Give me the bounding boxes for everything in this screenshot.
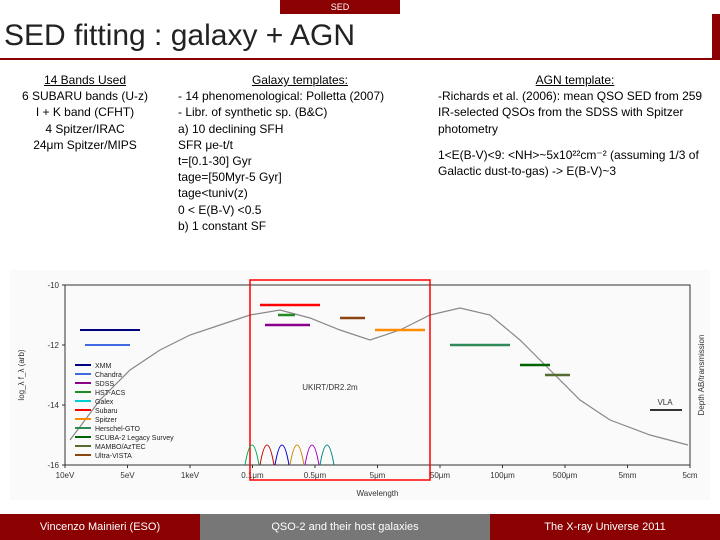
svg-text:100μm: 100μm [490,471,515,480]
footer-title: QSO-2 and their host galaxies [200,514,490,540]
agn-block2: 1<E(B-V)<9: <NH>~5x10²²cm⁻² (assuming 1/… [438,147,712,179]
galaxy-line: tage<tuniv(z) [178,185,422,201]
svg-text:-16: -16 [47,461,59,470]
svg-text:SDSS: SDSS [95,381,114,388]
svg-text:500μm: 500μm [553,471,578,480]
galaxy-line: SFR μe-t/t [178,137,422,153]
page-title: SED fitting : galaxy + AGN [4,19,355,53]
sed-chart: -10 -12 -14 -1610eV 5eV 1keV 0.1μm 0.5μm 5μm 50μm… [10,270,710,500]
svg-text:Galex: Galex [95,399,114,406]
footer: Vincenzo Mainieri (ESO) QSO-2 and their … [0,514,720,540]
svg-text:MAMBO/AzTEC: MAMBO/AzTEC [95,444,146,451]
svg-text:Spitzer: Spitzer [95,417,117,424]
galaxy-line: t=[0.1-30] Gyr [178,153,422,169]
svg-text:5mm: 5mm [619,471,637,480]
svg-text:-10: -10 [47,281,59,290]
svg-text:HST-ACS: HST-ACS [95,390,126,397]
svg-text:Ultra-VISTA: Ultra-VISTA [95,453,132,460]
galaxy-line: - 14 phenomenological: Polletta (2007) [178,88,422,104]
bands-line: I + K band (CFHT) [8,104,162,120]
svg-text:-12: -12 [47,341,59,350]
bands-line: 4 Spitzer/IRAC [8,121,162,137]
svg-text:Depth AB/transmission: Depth AB/transmission [697,335,706,416]
footer-conference: The X-ray Universe 2011 [490,514,720,540]
svg-text:Subaru: Subaru [95,408,118,415]
galaxy-line: a) 10 declining SFH [178,121,422,137]
svg-text:UKIRT/DR2.2m: UKIRT/DR2.2m [302,383,358,392]
svg-text:SCUBA-2 Legacy Survey: SCUBA-2 Legacy Survey [95,435,174,442]
bands-heading: 14 Bands Used [8,72,162,88]
galaxy-line: - Libr. of synthetic sp. (B&C) [178,104,422,120]
svg-text:1keV: 1keV [181,471,200,480]
svg-text:10eV: 10eV [56,471,75,480]
top-tab: SED [280,0,400,14]
galaxy-line: tage=[50Myr-5 Gyr] [178,169,422,185]
galaxy-line: 0 < E(B-V) <0.5 [178,202,422,218]
galaxy-line: b) 1 constant SF [178,218,422,234]
svg-text:5cm: 5cm [682,471,697,480]
svg-text:5μm: 5μm [370,471,386,480]
svg-text:Herschel-GTO: Herschel-GTO [95,426,141,433]
title-accent [712,14,720,60]
svg-text:Chandra: Chandra [95,372,122,379]
svg-text:5eV: 5eV [120,471,135,480]
svg-text:0.1μm: 0.1μm [241,471,264,480]
agn-heading: AGN template: [438,72,712,88]
agn-block1: -Richards et al. (2006): mean QSO SED fr… [438,88,712,137]
bands-line: 24μm Spitzer/MIPS [8,137,162,153]
galaxy-heading: Galaxy templates: [178,72,422,88]
svg-text:-14: -14 [47,401,59,410]
footer-author: Vincenzo Mainieri (ESO) [0,514,200,540]
svg-text:Wavelength: Wavelength [357,489,399,498]
title-bar: SED fitting : galaxy + AGN [0,14,720,60]
bands-line: 6 SUBARU bands (U-z) [8,88,162,104]
svg-text:VLA: VLA [657,398,673,407]
svg-text:0.5μm: 0.5μm [304,471,327,480]
svg-text:log_λ f_λ (arb): log_λ f_λ (arb) [17,349,26,400]
svg-text:XMM: XMM [95,363,112,370]
svg-text:50μm: 50μm [430,471,451,480]
